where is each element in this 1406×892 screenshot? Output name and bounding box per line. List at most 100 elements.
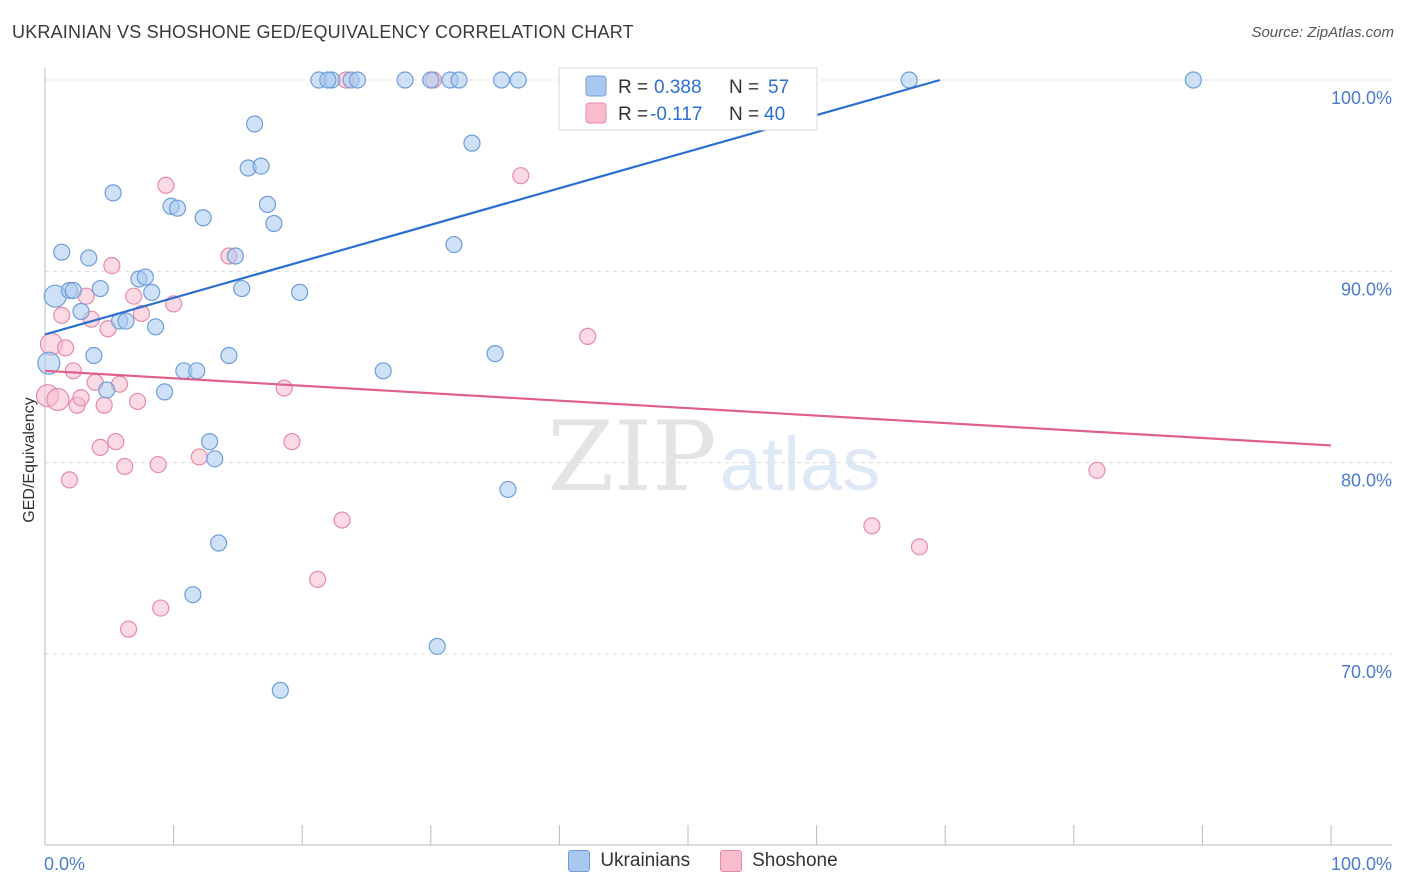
shoshone-point	[64, 362, 82, 380]
ukrainians-point	[220, 346, 238, 365]
ukrainians-point	[210, 534, 228, 552]
legend-swatch-shoshone-bottom	[720, 850, 743, 872]
ukrainians-point	[291, 283, 309, 301]
ukrainians-point	[252, 157, 270, 175]
y-axis-label: GED/Equivalency	[21, 397, 38, 522]
legend-n-value-1: 57	[768, 77, 789, 98]
shoshone-point	[53, 306, 71, 324]
ukrainians-point	[201, 433, 219, 451]
ukrainians-point	[492, 71, 511, 89]
shoshone-points	[35, 71, 1106, 638]
ukrainians-point	[450, 71, 468, 89]
shoshone-point	[103, 256, 121, 275]
shoshone-point	[91, 438, 109, 456]
ukrainians-point	[374, 362, 392, 380]
ukrainians-point	[37, 351, 61, 375]
shoshone-point	[149, 455, 167, 474]
y-tick-label: 70.0%	[1341, 662, 1392, 682]
y-tick-labels: 100.0% 90.0% 80.0% 70.0%	[1331, 88, 1392, 682]
shoshone-point	[152, 599, 170, 617]
legend-n-label-2: N =	[729, 104, 759, 125]
ukrainians-point	[80, 249, 98, 267]
shoshone-point	[46, 387, 70, 412]
ukrainians-point	[226, 247, 244, 265]
y-tick-label: 90.0%	[1341, 279, 1392, 299]
ukrainians-point	[143, 283, 161, 301]
shoshone-point	[116, 457, 134, 476]
shoshone-point	[512, 167, 530, 185]
legend-item-ukrainians: Ukrainians	[568, 850, 690, 872]
ukrainians-point	[246, 115, 264, 133]
legend-n-label-1: N =	[729, 77, 759, 98]
legend-swatch-ukrainians-bottom	[568, 850, 591, 872]
ukrainians-point	[258, 195, 277, 213]
x-tick-labels: 0.0% 100.0%	[44, 854, 1392, 874]
axes	[44, 68, 1392, 846]
watermark-atlas: atlas	[720, 422, 881, 507]
shoshone-point	[910, 538, 929, 556]
ukrainians-point	[136, 268, 154, 286]
shoshone-point	[60, 471, 79, 489]
ukrainians-point	[85, 346, 103, 365]
ukrainians-point	[271, 681, 289, 699]
y-tick-label: 100.0%	[1331, 88, 1392, 108]
y-tick-label: 80.0%	[1341, 471, 1392, 491]
shoshone-point	[119, 620, 138, 638]
ukrainians-point	[98, 381, 116, 399]
ukrainians-points	[37, 71, 1202, 699]
shoshone-point	[128, 392, 147, 411]
ukrainians-point	[428, 637, 446, 655]
ukrainians-point	[265, 214, 283, 233]
ukrainians-point	[155, 383, 174, 401]
ukrainians-point	[206, 450, 224, 468]
shoshone-point	[132, 304, 151, 323]
ukrainians-point	[900, 71, 918, 89]
shoshone-point	[863, 517, 881, 535]
shoshone-point	[95, 396, 113, 414]
shoshone-point	[309, 570, 327, 588]
legend-r-value-2: -0.117	[650, 104, 702, 125]
x-tick-label-min: 0.0%	[44, 854, 85, 874]
legend-r-label-2: R =	[618, 104, 648, 125]
ukrainians-point	[188, 362, 206, 380]
ukrainians-point	[463, 134, 481, 152]
shoshone-point	[190, 448, 208, 466]
ukrainians-point	[319, 71, 337, 89]
ukrainians-point	[1184, 71, 1202, 89]
ukrainians-point	[499, 480, 517, 499]
legend-r-value-1: 0.388	[654, 77, 702, 98]
ukrainians-point	[509, 71, 527, 89]
ukrainians-point	[53, 243, 71, 261]
legend-label-shoshone: Shoshone	[752, 850, 838, 871]
x-tick-label-max: 100.0%	[1331, 854, 1392, 874]
ukrainians-point	[146, 318, 165, 336]
shoshone-point	[56, 339, 75, 357]
shoshone-point	[283, 433, 301, 451]
shoshone-point	[107, 433, 125, 451]
ukrainians-point	[233, 279, 251, 298]
shoshone-point	[125, 287, 143, 305]
watermark-zip: ZIP	[547, 401, 716, 513]
ukrainians-point	[445, 235, 463, 254]
legend-label-ukrainians: Ukrainians	[600, 850, 691, 871]
source-credit: Source: ZipAtlas.com	[1251, 24, 1394, 41]
legend-swatch-shoshone	[585, 102, 607, 124]
series-legend: Ukrainians Shoshone	[0, 850, 1406, 872]
legend-r-label-1: R =	[618, 77, 648, 98]
ukrainians-point	[168, 199, 187, 217]
ukrainians-point	[64, 281, 82, 300]
ukrainians-point	[486, 345, 504, 363]
ukrainians-point	[396, 71, 414, 89]
shoshone-point	[579, 327, 597, 345]
ukrainians-point	[348, 71, 367, 89]
shoshone-point	[1088, 461, 1106, 479]
ukrainians-point	[117, 312, 135, 330]
ukrainians-point	[104, 184, 122, 202]
shoshone-trendline	[44, 369, 1332, 447]
chart-title: UKRAINIAN VS SHOSHONE GED/EQUIVALENCY CO…	[12, 22, 634, 42]
ukrainians-point	[422, 71, 440, 89]
ukrainians-point	[72, 302, 90, 321]
legend-n-value-2: 40	[764, 104, 785, 125]
ukrainians-point	[194, 209, 212, 227]
